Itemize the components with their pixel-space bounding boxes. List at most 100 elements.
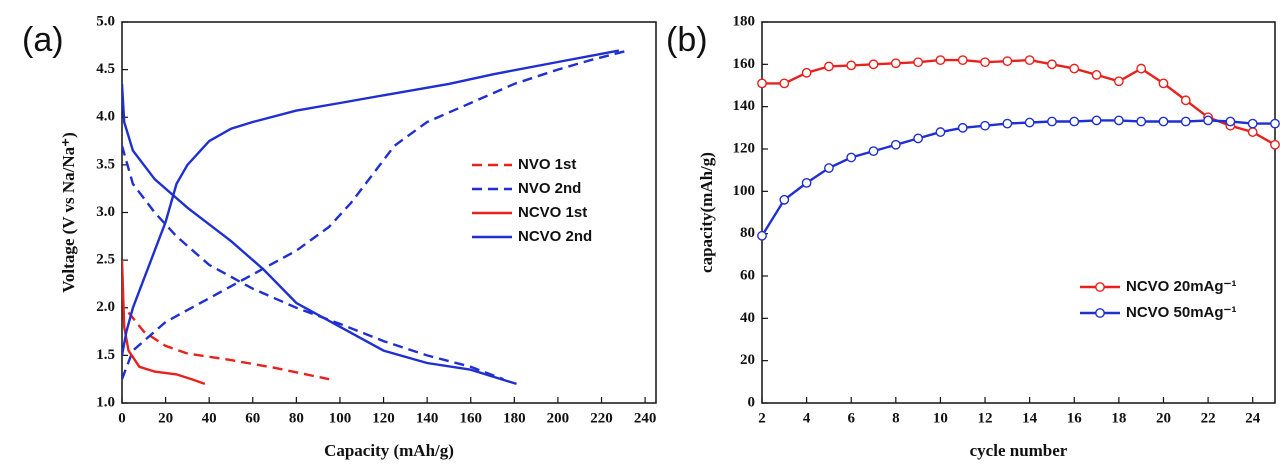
point [1270,118,1280,129]
x-tick-label: 80 [289,410,304,426]
point [1247,118,1258,129]
point [1113,115,1124,126]
y-tick-label: 20 [740,352,755,368]
y-tick-label: 60 [740,267,755,283]
x-tick-label: 20 [158,410,173,426]
point [846,152,857,163]
point [980,57,990,68]
point [801,67,812,78]
y-tick-label: 4.5 [96,61,115,77]
point [1047,116,1057,127]
point [1180,95,1191,106]
point [980,120,990,131]
point [1113,76,1124,87]
x-tick-label: 24 [1245,410,1261,426]
panel-label: (b) [666,21,708,59]
x-tick-label: 120 [372,410,395,426]
series-line [122,49,628,381]
point [846,60,857,71]
point [1069,63,1080,74]
legend-marker [1095,282,1105,292]
x-tick-label: 240 [634,410,657,426]
point [779,78,790,89]
point [913,57,924,68]
y-axis-label: capacity(mAh/g) [697,152,716,273]
panel: 2 4 6 8 10 12 14 16 18 20 22 2402040608010012014016… [666,13,1280,460]
point [1180,116,1191,127]
x-tick-label: 100 [329,410,352,426]
x-tick-label: 10 [933,410,948,426]
series-line [122,260,206,386]
x-axis-label: cycle number [970,441,1068,460]
point [1270,139,1280,150]
x-tick-label: 220 [590,410,613,426]
y-tick-label: 3.5 [96,156,115,172]
panel: 0 20 40 60 80 100 120 140 160 180 200 220 240 1.0 1.5 2… [22,13,657,460]
point [1158,78,1169,89]
x-tick-label: 200 [547,410,570,426]
series-line [762,119,1275,237]
point [957,55,968,65]
point [1203,115,1213,126]
point [1024,117,1035,128]
x-tick-label: 22 [1201,410,1216,426]
point [824,61,834,72]
point [779,194,790,205]
point [935,127,946,137]
x-tick-label: 20 [1156,410,1171,426]
point [824,163,834,173]
point [890,139,901,150]
series-line [122,49,620,386]
series-line [127,311,330,381]
x-tick-label: 14 [1022,410,1038,426]
panel-label: (a) [22,21,64,59]
y-tick-label: 160 [733,56,756,72]
x-axis-label: Capacity (mAh/g) [324,441,454,460]
legend-label: NCVO 50mAg⁻¹ [1126,304,1236,321]
legend-label: NCVO 2nd [518,228,592,245]
x-tick-label: 180 [503,410,526,426]
point [1225,116,1236,127]
point [1158,116,1169,127]
x-tick-label: 0 [118,410,126,426]
point [1047,59,1057,70]
x-tick-label: 4 [803,410,811,426]
point [868,59,879,70]
x-tick-label: 40 [202,410,217,426]
y-axis-label: Voltage (V vs Na/Na⁺) [59,132,78,293]
y-tick-label: 40 [740,310,755,326]
point [957,122,968,133]
legend-marker [1095,308,1105,318]
x-tick-label: 140 [416,410,439,426]
point [1002,118,1013,129]
point [1002,56,1013,67]
y-tick-label: 2.0 [96,299,115,315]
y-tick-label: 2.5 [96,252,115,268]
x-tick-label: 12 [978,410,993,426]
x-tick-label: 16 [1067,410,1083,426]
point [890,58,901,69]
point [1091,115,1102,126]
x-tick-label: 60 [245,410,260,426]
point [868,146,879,157]
point [1247,127,1258,137]
point [1024,55,1035,65]
point [1136,116,1147,127]
y-tick-label: 140 [733,98,756,114]
legend-label: NCVO 1st [518,204,587,221]
y-tick-label: 100 [733,183,756,199]
legend-label: NCVO 20mAg⁻¹ [1126,278,1236,295]
y-tick-label: 0 [748,394,756,410]
y-tick-label: 3.0 [96,204,115,220]
y-tick-label: 120 [733,140,756,156]
point [801,177,812,188]
legend-label: NVO 1st [518,156,576,173]
x-tick-label: 18 [1111,410,1126,426]
x-tick-label: 2 [758,410,766,426]
y-tick-label: 80 [740,225,755,241]
x-tick-label: 6 [847,410,855,426]
y-tick-label: 5.0 [96,13,115,29]
point [1136,63,1147,74]
point [757,78,767,89]
